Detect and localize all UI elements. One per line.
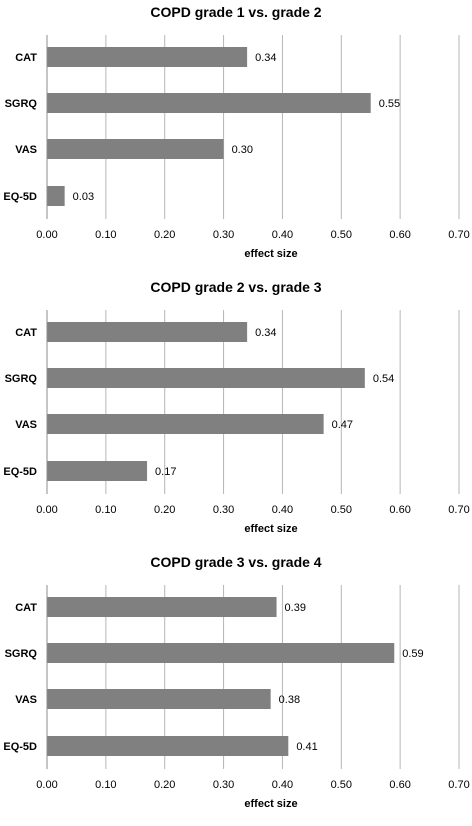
x-tick-label: 0.40 (272, 504, 293, 516)
x-tick-label: 0.60 (389, 779, 410, 791)
x-tick-label: 0.70 (448, 504, 469, 516)
value-label: 0.59 (402, 648, 423, 660)
x-tick-label: 0.40 (272, 229, 293, 241)
chart-1: COPD grade 1 vs. grade 2 0.00 0.10 0.20 0.30… (3, 4, 469, 260)
value-label: 0.34 (255, 52, 276, 64)
bar-sgrq (47, 643, 395, 663)
x-tick-label: 0.50 (331, 504, 352, 516)
category-label: SGRQ (5, 98, 38, 110)
x-tick-label: 0.60 (389, 229, 410, 241)
x-axis-label: effect size (244, 248, 297, 260)
x-tick-label: 0.10 (95, 779, 116, 791)
x-tick-label: 0.00 (36, 779, 57, 791)
x-tick-label: 0.10 (95, 504, 116, 516)
bar-vas (47, 689, 271, 709)
x-tick-label: 0.60 (389, 504, 410, 516)
x-tick-label: 0.50 (331, 779, 352, 791)
bar-cat (47, 322, 248, 342)
bar-vas (47, 139, 224, 159)
bar-cat (47, 597, 277, 617)
category-label: VAS (15, 419, 37, 431)
value-label: 0.54 (373, 373, 394, 385)
category-label: CAT (15, 602, 37, 614)
category-label: VAS (15, 144, 37, 156)
x-tick-label: 0.30 (213, 779, 234, 791)
chart-3: COPD grade 3 vs. grade 4 0.00 0.10 0.20 0.30… (3, 554, 469, 810)
value-label: 0.38 (279, 694, 300, 706)
category-label: EQ-5D (3, 466, 37, 478)
chart-title: COPD grade 1 vs. grade 2 (150, 4, 321, 20)
category-label: CAT (15, 327, 37, 339)
category-label: CAT (15, 52, 37, 64)
bar-sgrq (47, 93, 371, 113)
chart-2: COPD grade 2 vs. grade 3 0.00 0.10 0.20 0.30… (3, 279, 469, 535)
bar-eq-5d (47, 461, 148, 481)
x-tick-label: 0.40 (272, 779, 293, 791)
category-label: SGRQ (5, 648, 38, 660)
bar-cat (47, 47, 248, 67)
category-label: EQ-5D (3, 191, 37, 203)
value-label: 0.55 (379, 98, 400, 110)
bar-sgrq (47, 368, 365, 388)
bar-eq-5d (47, 186, 65, 206)
x-tick-label: 0.10 (95, 229, 116, 241)
x-tick-label: 0.30 (213, 504, 234, 516)
category-label: VAS (15, 694, 37, 706)
x-tick-label: 0.20 (154, 779, 175, 791)
x-tick-label: 0.20 (154, 504, 175, 516)
value-label: 0.03 (73, 191, 94, 203)
chart-title: COPD grade 2 vs. grade 3 (150, 279, 321, 295)
x-tick-label: 0.00 (36, 504, 57, 516)
x-axis-label: effect size (244, 523, 297, 535)
category-label: SGRQ (5, 373, 38, 385)
x-tick-label: 0.50 (331, 229, 352, 241)
value-label: 0.34 (255, 327, 276, 339)
x-tick-label: 0.20 (154, 229, 175, 241)
x-tick-label: 0.00 (36, 229, 57, 241)
bar-eq-5d (47, 736, 289, 756)
chart-title: COPD grade 3 vs. grade 4 (150, 554, 321, 570)
value-label: 0.47 (332, 419, 353, 431)
value-label: 0.41 (296, 741, 317, 753)
x-tick-label: 0.30 (213, 229, 234, 241)
value-label: 0.17 (155, 466, 176, 478)
bar-vas (47, 414, 324, 434)
x-axis-label: effect size (244, 798, 297, 810)
x-tick-label: 0.70 (448, 779, 469, 791)
value-label: 0.39 (285, 602, 306, 614)
value-label: 0.30 (232, 144, 253, 156)
category-label: EQ-5D (3, 741, 37, 753)
x-tick-label: 0.70 (448, 229, 469, 241)
